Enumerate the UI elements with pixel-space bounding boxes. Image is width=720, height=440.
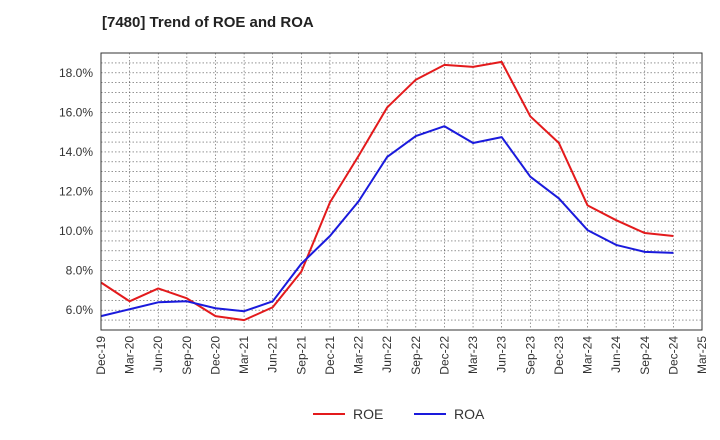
x-tick-label: Sep-20 — [180, 336, 194, 375]
y-tick-label: 8.0% — [66, 264, 94, 278]
legend: ROE ROA — [313, 406, 485, 422]
x-tick-label: Jun-23 — [495, 336, 509, 373]
x-tick-label: Dec-20 — [208, 336, 222, 375]
y-tick-label: 10.0% — [59, 224, 93, 238]
x-tick-label: Mar-20 — [123, 336, 137, 374]
y-tick-label: 6.0% — [66, 303, 94, 317]
chart-title: [7480] Trend of ROE and ROA — [102, 14, 314, 31]
x-tick-label: Mar-24 — [581, 336, 595, 374]
plot-border — [100, 52, 703, 331]
x-tick-label: Mar-23 — [466, 336, 480, 374]
x-tick-label: Jun-24 — [609, 336, 623, 373]
x-tick-label: Mar-25 — [695, 336, 709, 374]
x-tick-label: Jun-22 — [380, 336, 394, 373]
y-tick-label: 14.0% — [59, 145, 93, 159]
x-tick-label: Sep-23 — [523, 336, 537, 375]
x-tick-label: Sep-21 — [294, 336, 308, 375]
x-tick-label: Mar-22 — [352, 336, 366, 374]
series-line-roa — [100, 125, 674, 318]
x-tick-label: Sep-22 — [409, 336, 423, 375]
x-tick-label: Dec-24 — [666, 336, 680, 375]
y-tick-label: 16.0% — [59, 105, 93, 119]
grid — [100, 52, 703, 331]
y-tick-label: 18.0% — [59, 66, 93, 80]
y-tick-label: 12.0% — [59, 185, 93, 199]
x-tick-label: Dec-23 — [552, 336, 566, 375]
x-tick-label: Dec-21 — [323, 336, 337, 375]
series-lines — [100, 60, 674, 322]
x-tick-label: Jun-20 — [151, 336, 165, 373]
axes: 6.0% 8.0% 10.0% 12.0% 14.0% 16.0% 18.0% Dec-19 M… — [59, 52, 709, 375]
x-tick-label: Jun-21 — [266, 336, 280, 373]
x-tick-label: Dec-19 — [94, 336, 108, 375]
legend-label-roa: ROA — [454, 406, 485, 422]
legend-label-roe: ROE — [353, 406, 383, 422]
x-tick-label: Sep-24 — [638, 336, 652, 375]
x-tick-label: Dec-22 — [437, 336, 451, 375]
x-tick-label: Mar-21 — [237, 336, 251, 374]
